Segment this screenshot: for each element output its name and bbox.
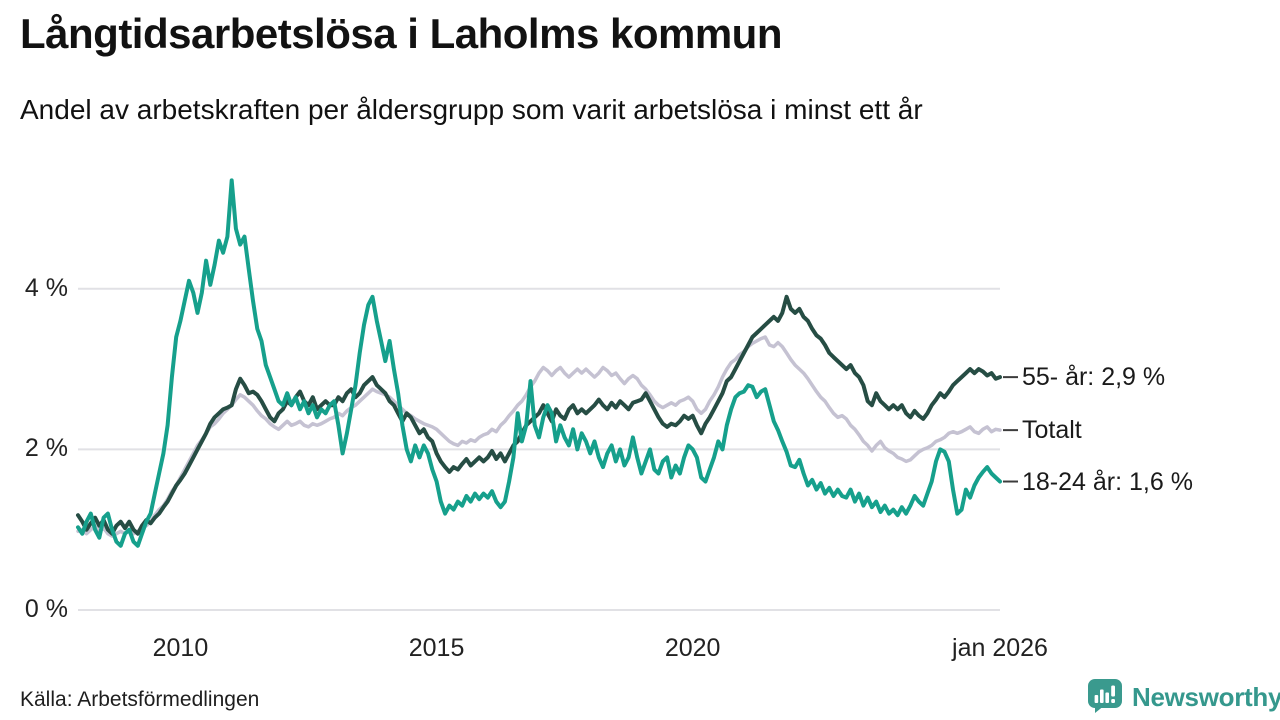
series-line-18-24-r [76,178,1002,548]
newsworthy-wordmark: Newsworthy [1132,682,1280,712]
chart-subtitle: Andel av arbetskraften per åldersgrupp s… [20,94,923,125]
x-axis-tick-2020: 2020 [664,634,721,662]
y-axis-tick-2pct: 2 % [24,434,68,463]
x-axis-tick-2010: 2010 [152,634,209,662]
source-attribution: Källa: Arbetsförmedlingen [20,688,260,711]
y-axis-tick-4pct: 4 % [24,273,68,302]
series-end-label-totalt: Totalt [1022,416,1082,445]
x-axis-tick-jan2026: jan 2026 [952,634,1048,662]
x-axis-tick-2015: 2015 [408,634,465,662]
y-axis-tick-0pct: 0 % [24,595,68,623]
series-end-label-1824: 18-24 år: 1,6 % [1022,467,1193,496]
series-end-label-55plus: 55- år: 2,9 % [1022,363,1166,392]
bar-chart-speech-bubble-icon [1086,676,1124,719]
page-title: Långtidsarbetslösa i Laholms kommun [20,10,782,57]
series-line-55-r [76,294,1002,536]
newsworthy-logo: Newsworthy [1086,676,1280,719]
